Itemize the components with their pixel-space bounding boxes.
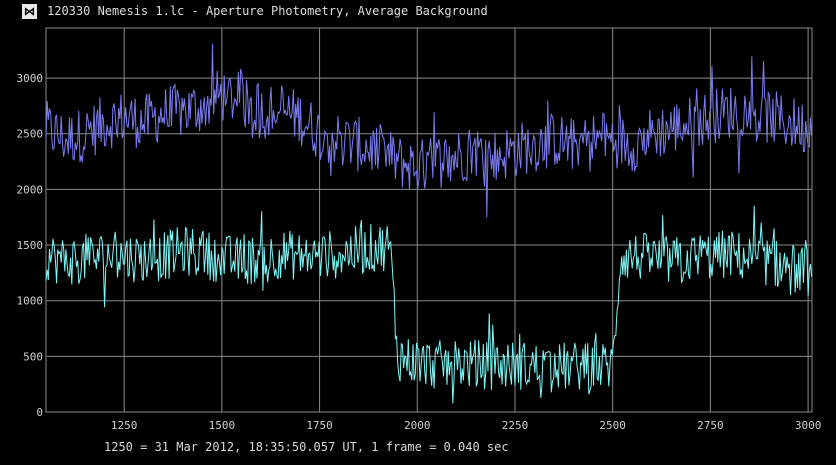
x-tick-label: 1500: [209, 419, 236, 432]
x-tick-label: 3000: [795, 419, 822, 432]
frame-time-footnote: 1250 = 31 Mar 2012, 18:35:50.057 UT, 1 f…: [104, 440, 509, 454]
series-1-line: [45, 43, 813, 218]
window-title: 120330 Nemesis 1.lc - Aperture Photometr…: [47, 4, 488, 18]
y-axis-ticks: 0 500 1000 1500 2000 2500 3000: [17, 72, 44, 419]
y-tick-label: 2000: [17, 183, 44, 196]
y-tick-label: 2500: [17, 128, 44, 141]
plot-frame: [45, 27, 813, 413]
series-2-line: [45, 205, 813, 404]
window-titlebar: ⋈ 120330 Nemesis 1.lc - Aperture Photome…: [0, 0, 836, 24]
x-tick-label: 1750: [306, 419, 333, 432]
y-tick-label: 1500: [17, 239, 44, 252]
y-tick-label: 1000: [17, 295, 44, 308]
x-tick-label: 2250: [502, 419, 529, 432]
lightcurve-app-icon[interactable]: ⋈: [22, 4, 37, 19]
y-tick-label: 3000: [17, 72, 44, 85]
y-tick-label: 0: [36, 406, 43, 419]
x-tick-label: 1250: [111, 419, 138, 432]
x-tick-label: 2000: [404, 419, 431, 432]
chart-series: [45, 43, 813, 404]
x-tick-label: 2750: [697, 419, 724, 432]
x-tick-label: 2500: [599, 419, 626, 432]
chart-grid: [45, 27, 813, 413]
y-tick-label: 500: [23, 350, 43, 363]
x-axis-ticks: 1250 1500 1750 2000 2250 2500 2750 3000: [111, 419, 821, 432]
